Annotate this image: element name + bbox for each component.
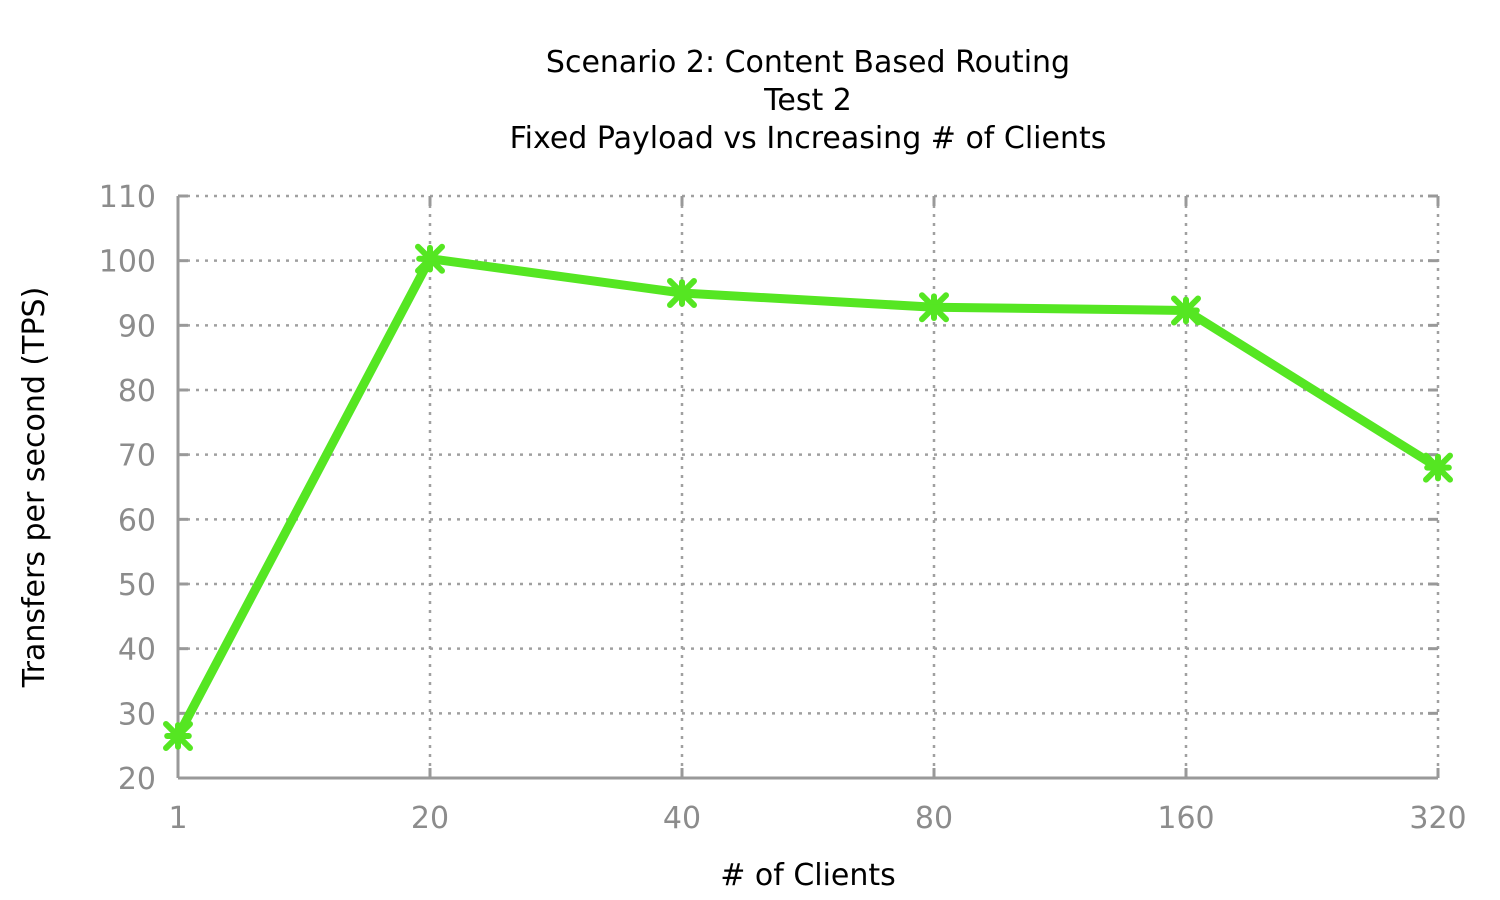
y-tick-label: 100: [99, 245, 156, 280]
y-tick-label: 110: [99, 180, 156, 215]
x-tick-label: 20: [411, 801, 449, 836]
x-tick-label: 320: [1409, 801, 1466, 836]
y-axis-label: Transfers per second (TPS): [17, 287, 52, 689]
chart-title-line-3: Fixed Payload vs Increasing # of Clients: [510, 121, 1107, 156]
x-tick-label: 160: [1157, 801, 1214, 836]
chart-title-line-1: Scenario 2: Content Based Routing: [546, 45, 1070, 80]
x-axis-label: # of Clients: [720, 858, 896, 893]
chart-title-line-2: Test 2: [763, 83, 852, 118]
y-tick-label: 40: [118, 633, 156, 668]
y-tick-label: 70: [118, 439, 156, 474]
data-point-320: [1423, 452, 1453, 483]
series-line: [173, 254, 1443, 741]
chart-title: Scenario 2: Content Based Routing Test 2…: [510, 45, 1107, 156]
axes-frame: [176, 194, 1440, 780]
y-tick-label: 90: [118, 309, 156, 344]
y-tick-label: 50: [118, 568, 156, 603]
y-tick-label: 30: [118, 697, 156, 732]
series: [163, 243, 1453, 751]
grid: [178, 196, 1438, 778]
data-point-160: [1171, 295, 1201, 326]
data-point-40: [667, 278, 697, 308]
series-0: [163, 243, 1453, 751]
x-tick-label: 80: [915, 801, 953, 836]
data-point-20: [415, 243, 445, 274]
y-tick-label: 20: [118, 762, 156, 797]
y-tick-label: 60: [118, 503, 156, 538]
data-point-1: [163, 720, 193, 751]
y-tick-label: 80: [118, 374, 156, 409]
data-point-80: [919, 292, 949, 323]
x-tick-label: 40: [663, 801, 701, 836]
x-tick-label: 1: [168, 801, 187, 836]
